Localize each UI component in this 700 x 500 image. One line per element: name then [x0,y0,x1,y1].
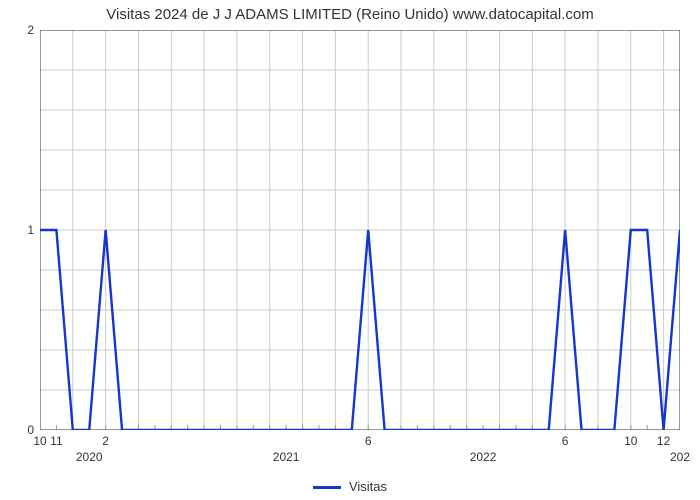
legend-label: Visitas [349,479,387,494]
chart-title: Visitas 2024 de J J ADAMS LIMITED (Reino… [0,6,700,23]
x-tick-label: 10 [624,430,637,448]
x-tick-label: 6 [365,430,372,448]
y-tick-label: 1 [27,223,40,237]
legend: Visitas [0,479,700,494]
x-tick-label: 2 [102,430,109,448]
legend-swatch [313,486,341,489]
x-tick-label: 10 [33,430,46,448]
x-year-label: 2022 [470,430,497,464]
line-chart-svg [40,30,680,430]
plot-area: 01210112020220216202261012202 [40,30,680,430]
x-tick-label: 12 [657,430,670,448]
x-tick-label: 6 [562,430,569,448]
x-tick-label: 11 [50,430,62,448]
x-year-label: 2021 [273,430,300,464]
x-year-label: 2020 [76,430,103,464]
y-tick-label: 2 [27,23,40,37]
x-year-label: 202 [670,430,690,464]
